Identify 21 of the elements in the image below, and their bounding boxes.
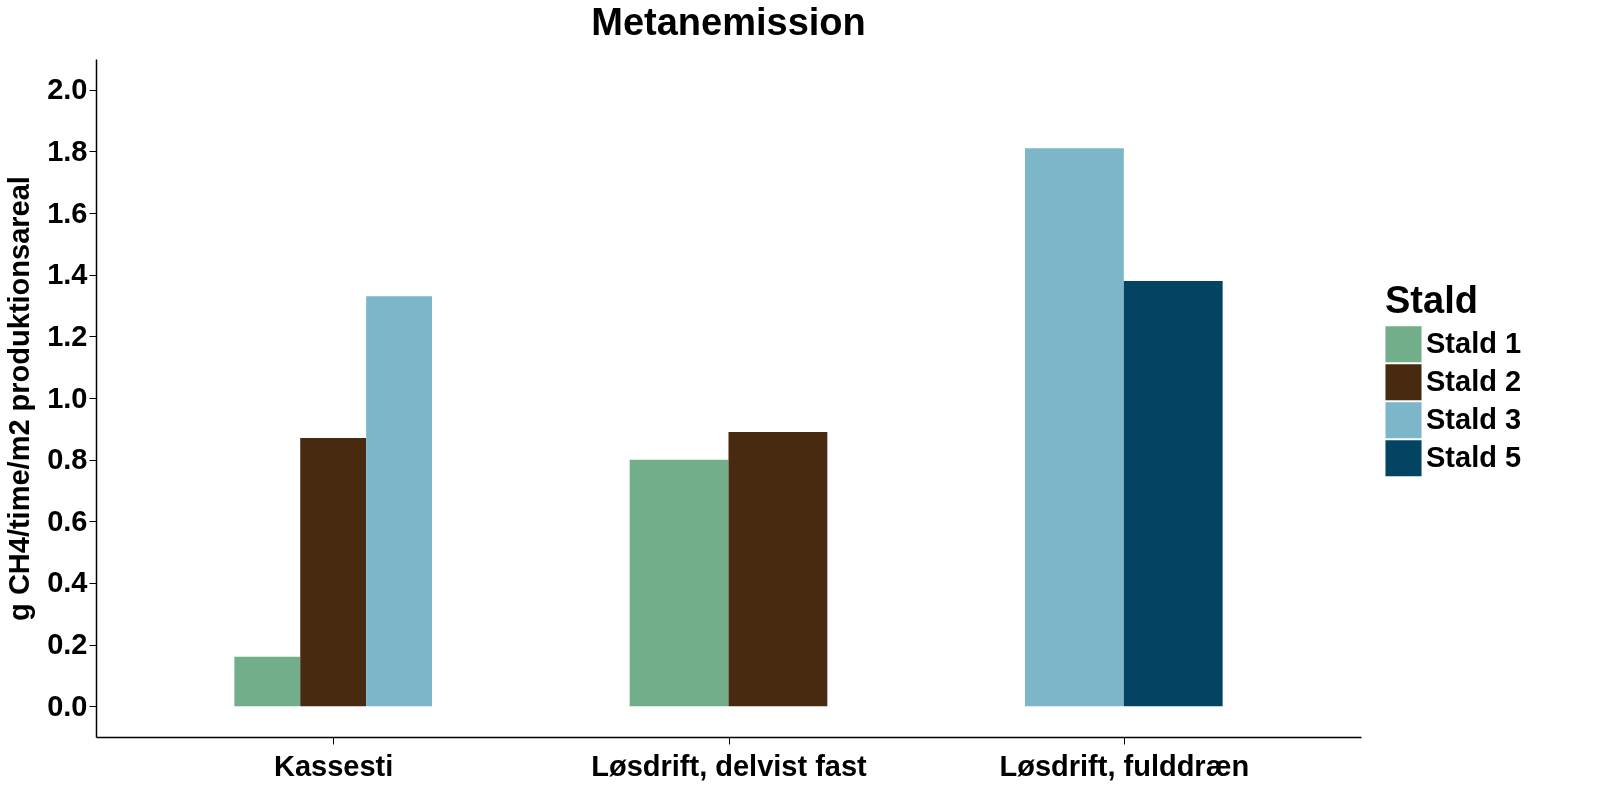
chart-title: Metanemission [591,1,866,43]
x-tick-label: Kassesti [274,749,394,782]
y-tick-label: 1.0 [47,381,88,414]
y-tick-label: 0.4 [47,566,88,599]
x-tick-label: Løsdrift, fulddræn [999,749,1250,782]
y-tick-label: 1.8 [47,134,88,167]
y-tick-label: 2.0 [47,73,88,106]
legend-title: Stald [1385,278,1478,321]
legend-label: Stald 1 [1426,327,1522,360]
y-tick-label: 0.8 [47,443,88,476]
y-tick-label: 1.2 [47,319,88,352]
x-tick-label: Løsdrift, delvist fast [591,749,868,782]
y-tick-label: 0.2 [47,628,88,661]
y-tick-label: 0.6 [47,504,88,537]
legend-label: Stald 5 [1426,441,1522,474]
y-axis-title: g CH4/time/m2 produktionsareal [3,176,36,621]
legend-label: Stald 2 [1426,365,1522,398]
y-tick-label: 1.6 [47,196,88,229]
y-tick-label: 1.4 [47,258,88,291]
legend-label: Stald 3 [1426,403,1522,436]
y-tick-label: 0.0 [47,689,88,722]
